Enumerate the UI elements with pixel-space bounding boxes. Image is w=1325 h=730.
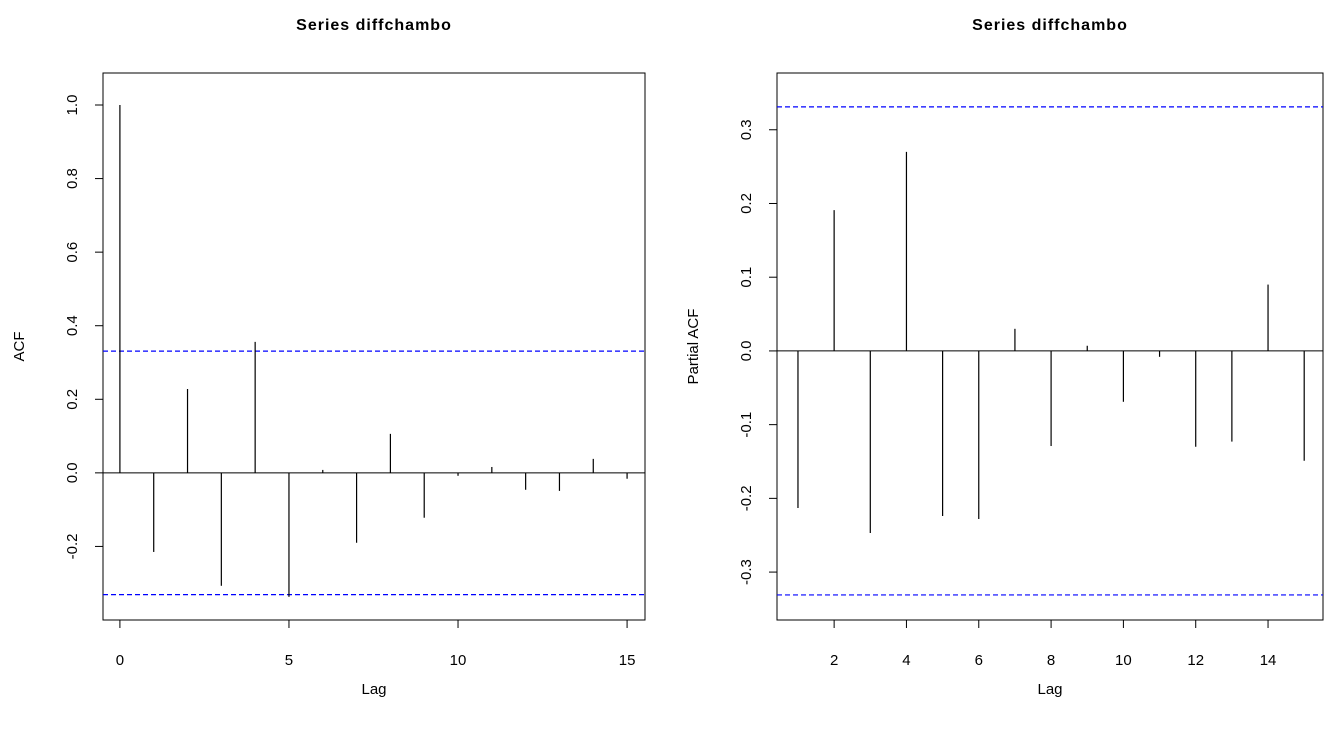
y-axis-label: Partial ACF [685, 309, 702, 385]
y-tick-label: -0.2 [64, 533, 81, 559]
y-tick-label: -0.1 [738, 412, 755, 438]
y-tick-label: 0.6 [64, 242, 81, 263]
y-tick-label: -0.3 [738, 559, 755, 585]
x-tick-label: 6 [975, 652, 983, 669]
x-tick-label: 10 [450, 652, 467, 669]
x-tick-label: 12 [1187, 652, 1204, 669]
x-tick-label: 15 [619, 652, 636, 669]
y-tick-label: -0.2 [738, 485, 755, 511]
x-axis-label: Lag [1037, 681, 1062, 698]
chart-title: Series diffchambo [972, 17, 1128, 34]
x-tick-label: 0 [116, 652, 124, 669]
y-tick-label: 0.8 [64, 168, 81, 189]
plot-frame [776, 72, 1324, 621]
y-tick-label: 0.1 [738, 267, 755, 288]
y-tick-label: 0.4 [64, 315, 81, 336]
y-tick-label: 0.0 [64, 462, 81, 483]
y-axis-label: ACF [11, 332, 28, 362]
y-tick-label: 0.2 [64, 389, 81, 410]
y-tick-label: 0.0 [738, 340, 755, 361]
y-tick-label: 0.2 [738, 193, 755, 214]
chart-title: Series diffchambo [296, 17, 452, 34]
y-tick-label: 0.3 [738, 119, 755, 140]
x-tick-label: 10 [1115, 652, 1132, 669]
x-tick-label: 4 [902, 652, 910, 669]
y-tick-label: 1.0 [64, 95, 81, 116]
x-axis-label: Lag [361, 681, 386, 698]
plot-frame [102, 72, 646, 621]
x-tick-label: 2 [830, 652, 838, 669]
x-tick-label: 14 [1260, 652, 1277, 669]
x-tick-label: 5 [285, 652, 293, 669]
x-tick-label: 8 [1047, 652, 1055, 669]
